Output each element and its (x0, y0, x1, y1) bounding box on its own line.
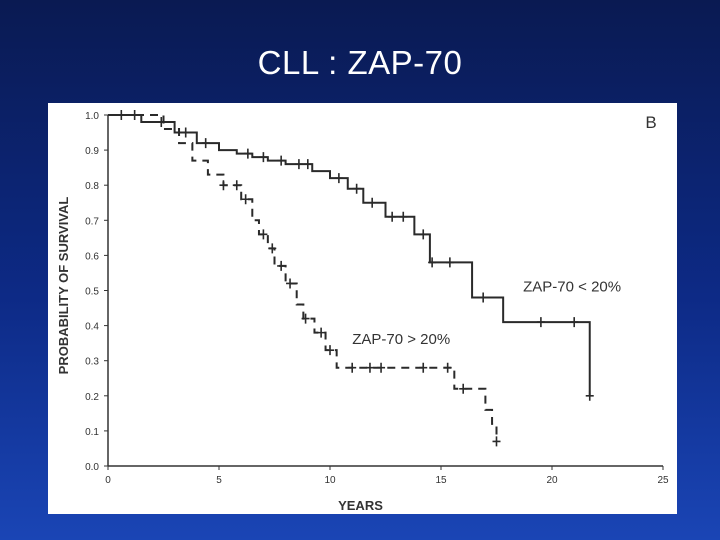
censor-mark (445, 257, 454, 268)
censor-mark (399, 211, 408, 222)
censor-mark (268, 243, 277, 254)
censor-mark (277, 155, 286, 166)
y-tick-label: 0.8 (85, 181, 99, 192)
y-tick-label: 0.6 (85, 251, 99, 262)
y-tick-label: 0.0 (85, 462, 99, 473)
slide-title: CLL : ZAP-70 (257, 44, 463, 81)
axes (104, 114, 664, 470)
censor-mark (219, 180, 228, 191)
censor-mark (459, 383, 468, 394)
censor-mark (201, 138, 210, 149)
censor-mark (334, 173, 343, 184)
series-1 (108, 114, 501, 447)
x-tick-label: 0 (105, 475, 111, 486)
censor-mark (286, 278, 295, 289)
censor-mark (479, 292, 488, 303)
censor-mark (365, 362, 374, 373)
censor-mark (294, 159, 303, 170)
x-tick-label: 25 (657, 475, 669, 486)
y-tick-label: 0.1 (85, 427, 99, 438)
censor-mark (536, 317, 545, 328)
censor-mark (243, 148, 252, 159)
censor-mark (443, 362, 452, 373)
censor-mark (259, 152, 268, 163)
y-tick-label: 0.4 (85, 322, 99, 333)
censor-mark (241, 194, 250, 205)
y-tick-label: 0.5 (85, 287, 99, 298)
y-tick-label: 0.2 (85, 392, 99, 403)
censor-mark (352, 183, 361, 194)
x-axis-label: YEARS (338, 498, 383, 513)
y-tick-label: 1.0 (85, 111, 99, 122)
text-layer: 0.0 0.1 0.2 0.3 0.4 0.5 0.6 0.7 0.8 0.9 1.0 0 5 10 15 2… (56, 111, 669, 513)
censor-mark (232, 180, 241, 191)
survival-curve (108, 114, 498, 442)
survival-chart-panel: 0.0 0.1 0.2 0.3 0.4 0.5 0.6 0.7 0.8 0.9 1.0 0 5 10 15 2… (48, 103, 677, 514)
x-tick-label: 20 (546, 475, 558, 486)
censor-mark (585, 390, 594, 401)
x-tick-label: 5 (216, 475, 222, 486)
censor-mark (377, 362, 386, 373)
series-annotation: ZAP-70 > 20% (352, 331, 450, 348)
x-tick-label: 15 (435, 475, 447, 486)
series-annotation: ZAP-70 < 20% (523, 279, 621, 296)
censor-mark (419, 362, 428, 373)
y-axis-label: PROBABILITY OF SURVIVAL (56, 197, 71, 375)
censor-mark (326, 345, 334, 356)
censor-mark (181, 127, 190, 138)
censor-mark (277, 260, 286, 271)
survival-curve (108, 114, 591, 396)
y-tick-label: 0.9 (85, 146, 99, 157)
x-tick-label: 10 (324, 475, 336, 486)
kaplan-meier-chart: 0.0 0.1 0.2 0.3 0.4 0.5 0.6 0.7 0.8 0.9 1.0 0 5 10 15 2… (56, 110, 669, 513)
series-0 (108, 110, 594, 401)
censor-mark (368, 197, 377, 208)
y-tick-label: 0.3 (85, 357, 99, 368)
censor-mark (419, 229, 428, 240)
censor-mark (428, 257, 437, 268)
censor-mark (259, 229, 268, 240)
censor-mark (570, 317, 579, 328)
y-tick-label: 0.7 (85, 216, 99, 227)
censor-mark (348, 362, 357, 373)
panel-label: B (645, 113, 656, 132)
censor-mark (388, 211, 397, 222)
censor-mark (317, 327, 326, 338)
censor-mark (301, 313, 310, 324)
censor-mark (303, 159, 312, 170)
series-layer (108, 110, 594, 447)
censor-mark (492, 436, 501, 447)
